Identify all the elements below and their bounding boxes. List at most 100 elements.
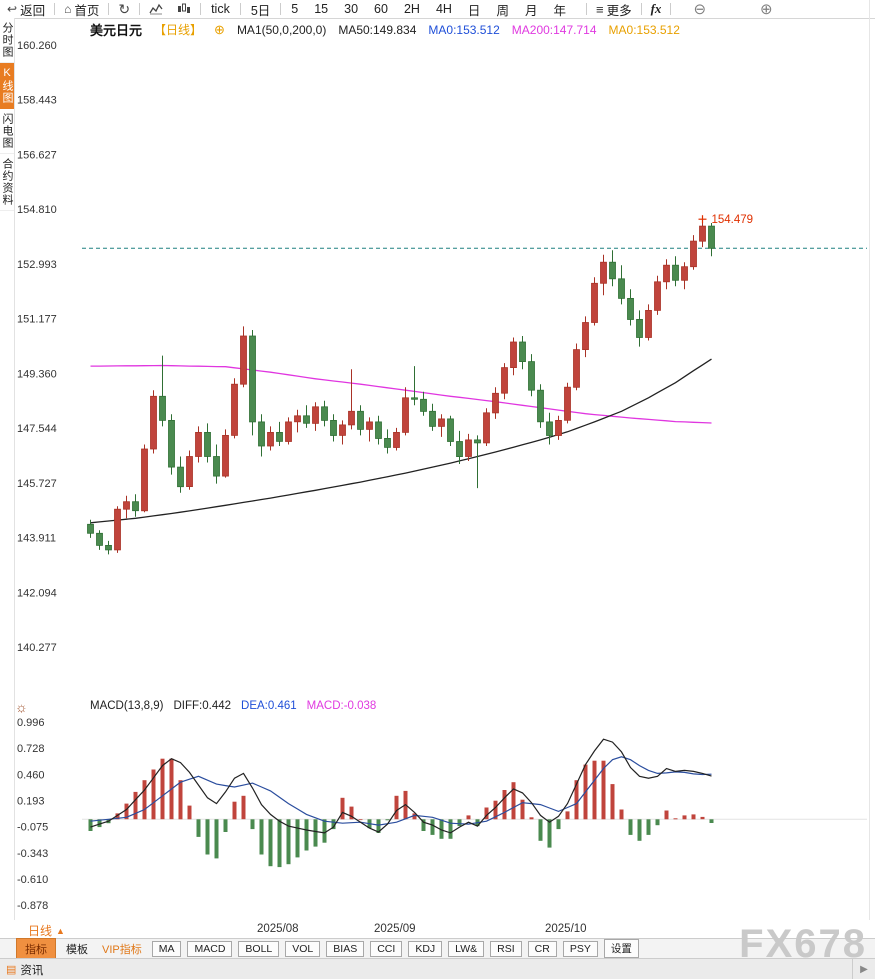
interval-15m[interactable]: 15 — [314, 2, 329, 16]
period-selector[interactable]: 日线 ▲ — [28, 922, 65, 939]
price-axis-label: 151.177 — [17, 314, 57, 326]
macd-histogram-bar — [385, 819, 390, 821]
price-axis-label: 156.627 — [17, 149, 57, 161]
indicator-settings-icon[interactable]: ☼ — [15, 699, 28, 715]
tab-cr[interactable]: CR — [527, 940, 557, 957]
candle-body — [249, 335, 256, 423]
macd-axis-label: 0.996 — [17, 717, 45, 729]
macd-histogram-bar — [556, 819, 561, 830]
candle-body — [330, 419, 337, 436]
tab-psy[interactable]: PSY — [562, 940, 598, 957]
zoom-out-button[interactable]: ⊖ — [673, 0, 726, 18]
line-chart-type-button[interactable] — [142, 0, 170, 18]
interval-year[interactable]: 年 — [553, 3, 566, 18]
price-axis-label: 145.727 — [17, 478, 57, 490]
candle-body — [465, 439, 472, 457]
tab-rsi[interactable]: RSI — [490, 940, 522, 957]
add-indicator-icon[interactable]: ⊕ — [214, 21, 225, 37]
tab-vip-indicator[interactable]: VIP指标 — [102, 943, 142, 956]
news-button[interactable]: ▤ 资讯 — [6, 962, 43, 978]
price-axis-label: 152.993 — [17, 259, 57, 271]
tab-ma[interactable]: MA — [151, 940, 182, 957]
tab-indicator[interactable]: 指标 — [16, 937, 56, 960]
interval-30m[interactable]: 30 — [344, 2, 359, 16]
tab-lwr[interactable]: LW& — [448, 940, 485, 957]
tab-template[interactable]: 模板 — [66, 943, 88, 956]
candle-body — [528, 361, 535, 391]
candle-body — [186, 456, 193, 488]
macd-histogram-bar — [277, 819, 282, 868]
tab-vol[interactable]: VOL — [285, 940, 321, 957]
more-button[interactable]: ≡ 更多 — [589, 0, 639, 18]
tab-bias[interactable]: BIAS — [326, 940, 365, 957]
macd-chart-canvas[interactable]: 0.996 0.728 0.460 0.193 -0.075 -0.343 -0.610 -0… — [14, 700, 875, 920]
candle-body — [609, 261, 616, 280]
candle-body — [681, 266, 688, 281]
price-axis-label: 143.911 — [17, 533, 56, 545]
price-axis-label: 160.260 — [17, 40, 57, 52]
back-button[interactable]: ↩ 返回 — [0, 0, 52, 18]
macd-histogram-bar — [502, 790, 507, 820]
interval-month[interactable]: 月 — [524, 3, 538, 18]
candlestick-chart-icon — [178, 3, 191, 13]
zoom-in-button[interactable]: ⊕ — [740, 0, 793, 18]
sidebar-item-contract-info[interactable]: 合约资料 — [0, 154, 14, 211]
ma200-value: MA200:147.714 — [511, 22, 597, 37]
candle-body — [123, 501, 130, 510]
macd-hist-value: MACD:-0.038 — [306, 700, 377, 712]
home-button[interactable]: ⌂ 首页 — [57, 0, 106, 18]
price-chart-canvas[interactable]: 160.260 158.443 156.627 154.810 152.993 151.1… — [14, 36, 875, 700]
formula-button[interactable]: fx — [650, 1, 662, 16]
macd-histogram-bar — [322, 819, 327, 843]
tab-boll[interactable]: BOLL — [238, 940, 280, 957]
candle-body — [573, 349, 580, 388]
candle-body — [285, 421, 292, 442]
indicator-tabbar: 指标 模板 VIP指标 MA MACD BOLL VOL BIAS CCI KD… — [0, 937, 875, 960]
price-axis-label: 154.810 — [17, 204, 57, 216]
sidebar-item-candle-chart[interactable]: K线图 — [0, 63, 14, 109]
interval-60m[interactable]: 60 — [374, 2, 388, 16]
interval-2h[interactable]: 2H — [403, 2, 420, 16]
macd-diff-value: DIFF:0.442 — [173, 700, 232, 712]
interval-5m[interactable]: 5 — [291, 2, 299, 16]
tab-kdj[interactable]: KDJ — [408, 940, 443, 957]
macd-histogram-bar — [529, 817, 534, 820]
hamburger-icon: ≡ — [595, 1, 604, 17]
candle-body — [645, 309, 652, 338]
toolbar-divider — [200, 3, 202, 15]
candle-body — [267, 431, 274, 447]
macd-histogram-bar — [304, 819, 309, 851]
expand-button[interactable]: ▶ — [852, 959, 875, 979]
interval-5d[interactable]: 5日 — [250, 3, 271, 18]
sidebar-item-time-chart[interactable]: 分时图 — [0, 18, 14, 63]
diff-line — [90, 738, 712, 834]
interval-day[interactable]: 日 — [467, 3, 481, 18]
candle-body — [303, 415, 310, 424]
tab-macd[interactable]: MACD — [187, 940, 233, 957]
sidebar-item-lightning-chart[interactable]: 闪电图 — [0, 109, 14, 154]
candle-body — [690, 240, 697, 268]
ma0-orange-value: MA0:153.512 — [608, 22, 680, 37]
macd-histogram-bar — [313, 819, 318, 847]
candle-body — [195, 431, 202, 457]
interval-week[interactable]: 周 — [496, 3, 509, 18]
interval-4h[interactable]: 4H — [435, 2, 452, 16]
macd-histogram-bar — [223, 819, 228, 832]
refresh-button[interactable]: ↻ — [111, 0, 137, 18]
candle-body — [600, 261, 607, 284]
interval-tick[interactable]: tick — [211, 2, 230, 16]
zoom-in-icon: ⊕ — [760, 1, 773, 18]
price-axis-label: 158.443 — [17, 95, 57, 107]
tab-cci[interactable]: CCI — [370, 940, 403, 957]
macd-histogram-bar — [250, 819, 255, 830]
candlestick-chart-type-button[interactable] — [170, 0, 198, 18]
candle-body — [87, 523, 94, 534]
candle-body — [231, 383, 238, 436]
candle-body — [96, 532, 103, 546]
macd-histogram-bar — [295, 819, 300, 858]
tab-settings[interactable]: 设置 — [603, 939, 639, 958]
high-price-label: 154.479 — [712, 214, 754, 226]
macd-histogram-bar — [493, 800, 498, 820]
toolbar-divider — [280, 3, 282, 15]
top-toolbar: ↩ 返回 ⌂ 首页 ↻ tick 5日 — [0, 0, 875, 19]
